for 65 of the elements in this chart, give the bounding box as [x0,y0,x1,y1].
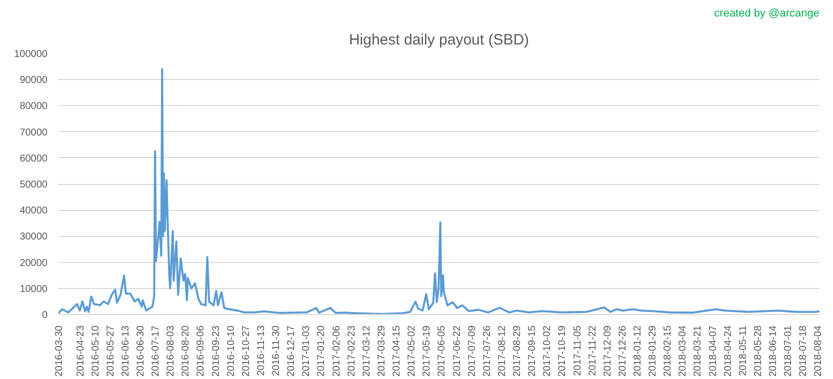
x-tick-label: 2017-07-09 [466,325,478,377]
x-tick-label: 2018-01-29 [648,325,659,377]
x-tick-label: 2018-07-18 [798,325,810,377]
x-tick-label: 2018-07-01 [783,325,794,377]
x-tick-label: 2018-05-28 [752,325,764,377]
x-tick-label: 2017-05-02 [406,325,418,377]
text: created by @arcange [714,8,820,20]
y-tick-label: 90000 [20,75,48,86]
x-tick-label: 2017-04-15 [392,325,403,377]
x-tick-label: 2017-06-05 [436,325,448,377]
x-tick-label: 2017-12-26 [617,325,628,377]
x-tick-label: 2016-11-30 [271,325,282,376]
y-tick-label: 100000 [14,49,48,60]
x-tick-label: 2017-03-12 [361,325,372,377]
y-tick-label: 70000 [20,127,48,138]
x-tick-label: 2016-06-13 [120,325,132,377]
x-tick-label: 2018-04-07 [708,325,719,377]
x-tick-label: 2017-08-12 [496,325,508,377]
x-tick-label: 2016-10-10 [226,325,237,377]
x-tick-label: 2016-12-17 [286,325,298,377]
y-tick-label: 20000 [20,258,48,269]
x-tick-label: 2018-03-04 [678,325,689,377]
x-tick-label: 2017-09-15 [527,325,538,377]
x-tick-label: 2016-08-20 [180,325,192,377]
x-tick-label: 2017-05-19 [422,325,433,377]
x-tick-label: 2016-09-06 [196,325,207,377]
x-tick-label: 2016-04-23 [75,325,86,377]
y-tick-label: 0 [42,310,48,321]
y-tick-label: 10000 [20,284,48,295]
x-tick-label: 2017-10-19 [557,325,568,377]
x-tick-label: 2017-06-22 [452,325,463,377]
x-tick-label: 2017-08-29 [512,325,524,377]
x-tick-label: 2016-11-13 [256,325,267,376]
x-tick-label: 2017-11-22 [587,325,598,376]
x-tick-label: 2017-10-02 [542,325,554,377]
x-tick-label: 2016-05-10 [90,325,102,377]
x-tick-label: 2018-02-15 [662,325,674,377]
x-tick-label: 2018-01-12 [632,325,644,377]
y-tick-label: 40000 [20,206,48,217]
x-tick-label: 2016-05-27 [105,325,116,377]
x-tick-label: 2018-08-04 [813,325,824,377]
y-tick-label: 80000 [20,101,48,112]
x-tick-label: 2018-05-11 [738,325,749,376]
x-tick-label: 2017-12-09 [602,325,614,377]
line-series [58,68,820,314]
x-tick-label: 2018-04-24 [722,325,734,377]
x-tick-label: 2016-10-27 [240,325,252,377]
x-tick-label: 2016-08-03 [166,325,177,377]
x-tick-label: 2016-06-30 [136,325,147,377]
y-tick-label: 60000 [20,153,48,164]
y-tick-label: 30000 [20,232,48,243]
x-tick-label: 2017-01-03 [301,325,312,377]
x-tick-label: 2017-01-20 [316,325,328,377]
chart-title: Highest daily payout (SBD) [348,32,530,48]
x-tick-label: 2017-02-23 [346,325,358,377]
x-tick-label: 2018-06-14 [768,325,780,377]
x-tick-label: 2018-03-21 [692,325,704,377]
x-tick-label: 2017-11-05 [572,325,584,376]
x-tick-label: 2017-02-06 [331,325,342,377]
y-tick-label: 50000 [20,180,48,190]
x-tick-label: 2016-09-23 [210,325,222,377]
x-tick-label: 2017-03-29 [376,325,388,377]
x-tick-label: 2016-03-30 [54,325,65,377]
x-tick-label: 2017-07-26 [482,325,493,377]
x-tick-label: 2016-07-17 [150,325,162,377]
